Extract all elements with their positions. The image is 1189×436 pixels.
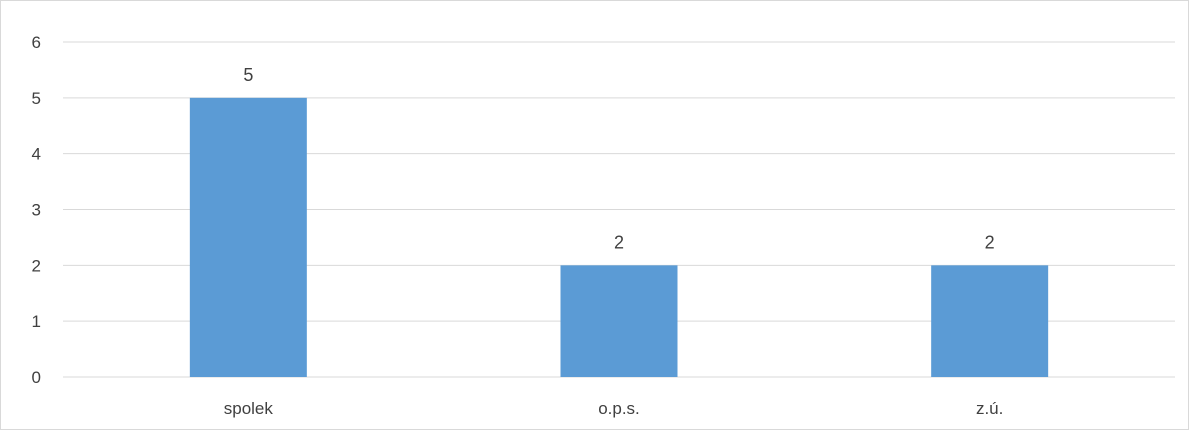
y-tick-label-3: 3 (32, 201, 41, 220)
data-label-1: 2 (614, 232, 624, 252)
x-axis-category-labels: spolek o.p.s. z.ú. (224, 399, 1004, 418)
y-tick-label-4: 4 (32, 145, 41, 164)
x-category-label-2: z.ú. (976, 399, 1003, 418)
y-axis-tick-labels: 0 1 2 3 4 5 6 (32, 33, 41, 387)
x-category-label-1: o.p.s. (598, 399, 640, 418)
data-label-2: 2 (985, 232, 995, 252)
y-tick-label-5: 5 (32, 89, 41, 108)
x-category-label-0: spolek (224, 399, 274, 418)
bars (189, 97, 1049, 377)
y-tick-label-2: 2 (32, 256, 41, 275)
bar-0 (189, 97, 307, 377)
bar-1 (560, 265, 678, 377)
y-tick-label-6: 6 (32, 33, 41, 52)
y-tick-label-1: 1 (32, 312, 41, 331)
y-tick-label-0: 0 (32, 368, 41, 387)
data-label-0: 5 (243, 65, 253, 85)
data-labels: 5 2 2 (243, 65, 995, 252)
bar-2 (931, 265, 1049, 377)
